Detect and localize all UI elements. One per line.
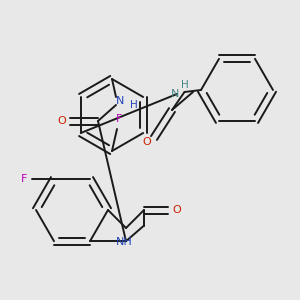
Text: O: O (58, 116, 66, 126)
Text: H: H (181, 80, 189, 90)
Text: F: F (116, 114, 122, 124)
Text: O: O (142, 137, 152, 147)
Text: H: H (130, 100, 138, 110)
Text: O: O (172, 205, 182, 215)
Text: N: N (116, 96, 124, 106)
Text: NH: NH (116, 237, 132, 247)
Text: F: F (21, 174, 27, 184)
Text: N: N (171, 89, 179, 99)
